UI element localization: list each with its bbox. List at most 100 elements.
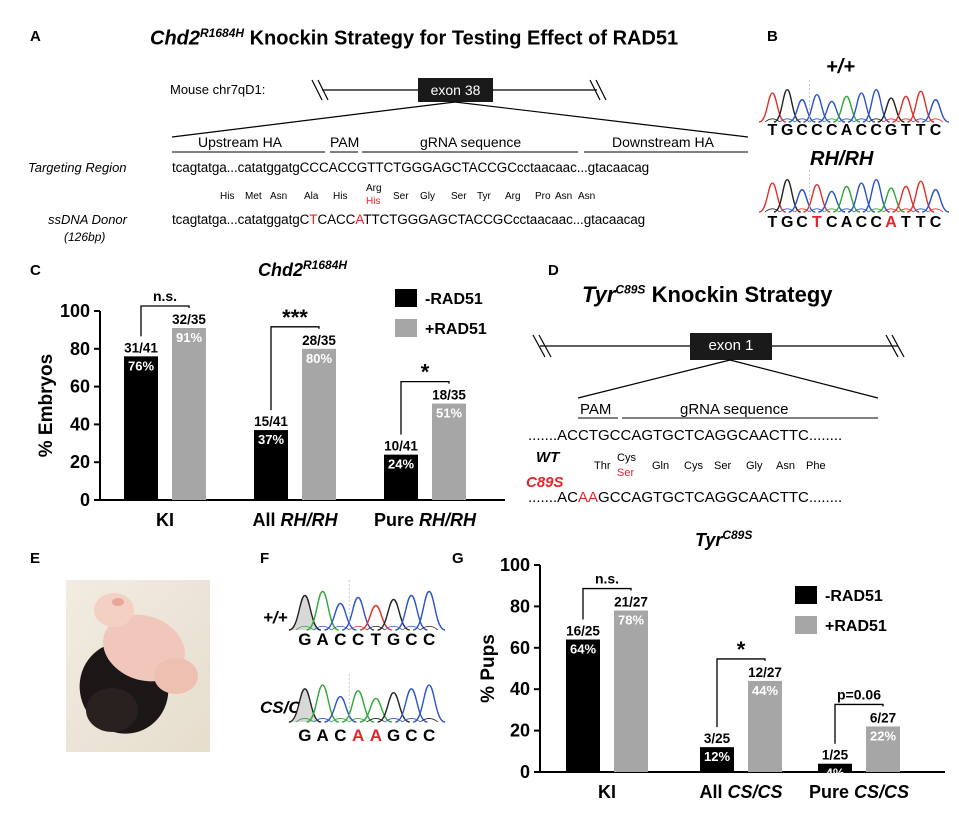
aa-label-a: His — [333, 191, 348, 202]
tyr-pam-label: PAM — [580, 401, 612, 418]
base-call: C — [870, 214, 882, 231]
exon-1-label: exon 1 — [708, 337, 754, 354]
chromatogram-peak — [359, 697, 393, 723]
bar-count-label: 28/35 — [302, 333, 336, 348]
base-call: C — [351, 630, 365, 649]
mouse-pups-photo — [66, 580, 210, 752]
base-call: A — [316, 630, 329, 649]
bar-percent-label: 91% — [176, 330, 202, 345]
y-tick-label: 60 — [510, 638, 530, 658]
tyr-grna-label: gRNA sequence — [680, 401, 789, 418]
base-call: C — [825, 214, 838, 231]
bar-count-label: 12/27 — [748, 665, 782, 680]
chromatogram-peak — [377, 692, 410, 723]
legend-swatch — [795, 616, 817, 634]
chromatogram-noise — [348, 718, 368, 723]
zoom-line-left — [171, 101, 456, 138]
bar-count-label: 10/41 — [384, 439, 418, 454]
ssdna-donor-sequence: tcagtatga...catatggatgCTCACCATTCTGGGAGCT… — [172, 212, 645, 227]
chromatogram-peak — [788, 189, 816, 213]
tyr-break-left-2 — [538, 334, 552, 358]
chromatogram-peak — [324, 602, 357, 631]
aa-label-a: Asn — [555, 191, 573, 202]
chromatogram-noise — [384, 718, 403, 723]
chromatogram-peak — [832, 95, 861, 123]
legend-label: +RAD51 — [425, 321, 487, 338]
downstream-ha-label: Downstream HA — [612, 134, 714, 150]
panel-a-label: A — [30, 28, 41, 45]
panel-b-mut-chromatogram — [758, 170, 950, 213]
chromatogram-peak — [922, 189, 950, 213]
exon-1-box — [690, 333, 772, 360]
chromatogram-peak — [847, 182, 876, 213]
aa-label-a: Met — [245, 191, 262, 202]
break-mark-right-1 — [589, 79, 601, 101]
chromatogram-noise — [794, 118, 810, 123]
base-call: T — [915, 122, 926, 139]
targeting-region-sequence: tcagtatga...catatggatgCCCACCGTTCTGGGAGCT… — [172, 160, 650, 175]
aa-label-a: Ala — [304, 191, 319, 202]
bar-count-label: 1/25 — [822, 748, 849, 763]
bar-percent-label: 76% — [128, 358, 154, 373]
chromatogram-peak — [377, 598, 410, 631]
panel-f-label: F — [260, 550, 270, 567]
base-call: T — [900, 214, 911, 231]
chromatogram-noise — [838, 118, 855, 123]
panel-d-title-text: Knockin Strategy — [645, 282, 833, 307]
significance-bracket — [582, 587, 632, 620]
chromatogram-noise — [927, 118, 944, 123]
bar-percent-label: 22% — [870, 728, 896, 743]
chromatogram-noise — [824, 208, 840, 213]
base-call: G — [781, 122, 794, 139]
bar-count-label: 31/41 — [124, 340, 158, 355]
panel-b-label: B — [767, 28, 778, 45]
aa-his-mutant: His — [366, 196, 381, 207]
chromatogram-noise — [913, 118, 929, 123]
ssdna-donor-length: (126bp) — [64, 230, 106, 244]
significance-label: * — [421, 360, 430, 385]
base-call: C — [422, 726, 436, 745]
bar — [254, 430, 288, 500]
base-call: C — [405, 630, 418, 649]
y-tick-label: 80 — [70, 339, 90, 359]
chromatogram-noise — [295, 718, 315, 723]
base-call: C — [929, 214, 942, 231]
significance-label: p=0.06 — [837, 686, 881, 702]
base-call: T — [767, 214, 778, 231]
category-label: Pure CS/CS — [809, 782, 909, 802]
significance-label: n.s. — [153, 288, 177, 304]
y-tick-label: 20 — [70, 452, 90, 472]
chromatogram-peak — [832, 185, 861, 213]
base-call: T — [767, 122, 778, 139]
exon-38-label: exon 38 — [430, 82, 481, 98]
chromatogram-noise — [366, 625, 386, 631]
aa-label-d: Gly — [746, 460, 763, 472]
chromatogram-peak — [788, 99, 816, 123]
chromatogram-noise — [764, 208, 781, 213]
aa-label-a: Pro — [535, 191, 551, 202]
upstream-ha-label: Upstream HA — [198, 134, 283, 150]
bar — [566, 639, 600, 772]
chromatogram-peak — [877, 187, 905, 213]
base-call: C — [825, 122, 838, 139]
aa-label-d: Ser — [714, 460, 732, 472]
aa-ser-mutant: Ser — [617, 467, 635, 479]
y-tick-label: 0 — [80, 490, 90, 510]
donor-mutation-1: T — [309, 212, 318, 227]
base-call: G — [387, 726, 401, 745]
category-label: KI — [598, 782, 616, 802]
zoom-line-right — [454, 101, 749, 138]
chromatogram-peak — [395, 594, 428, 631]
significance-bracket — [716, 658, 766, 728]
base-call: C — [334, 726, 347, 745]
bar — [866, 726, 900, 772]
tyr-break-right-2 — [891, 334, 905, 358]
base-call: T — [370, 630, 382, 649]
legend-swatch — [795, 586, 817, 604]
base-call: C — [855, 122, 868, 139]
base-call: G — [884, 122, 898, 139]
black-pup-head — [86, 688, 138, 732]
aa-label-d: Cys — [684, 460, 703, 472]
aa-label-a: His — [220, 191, 235, 202]
